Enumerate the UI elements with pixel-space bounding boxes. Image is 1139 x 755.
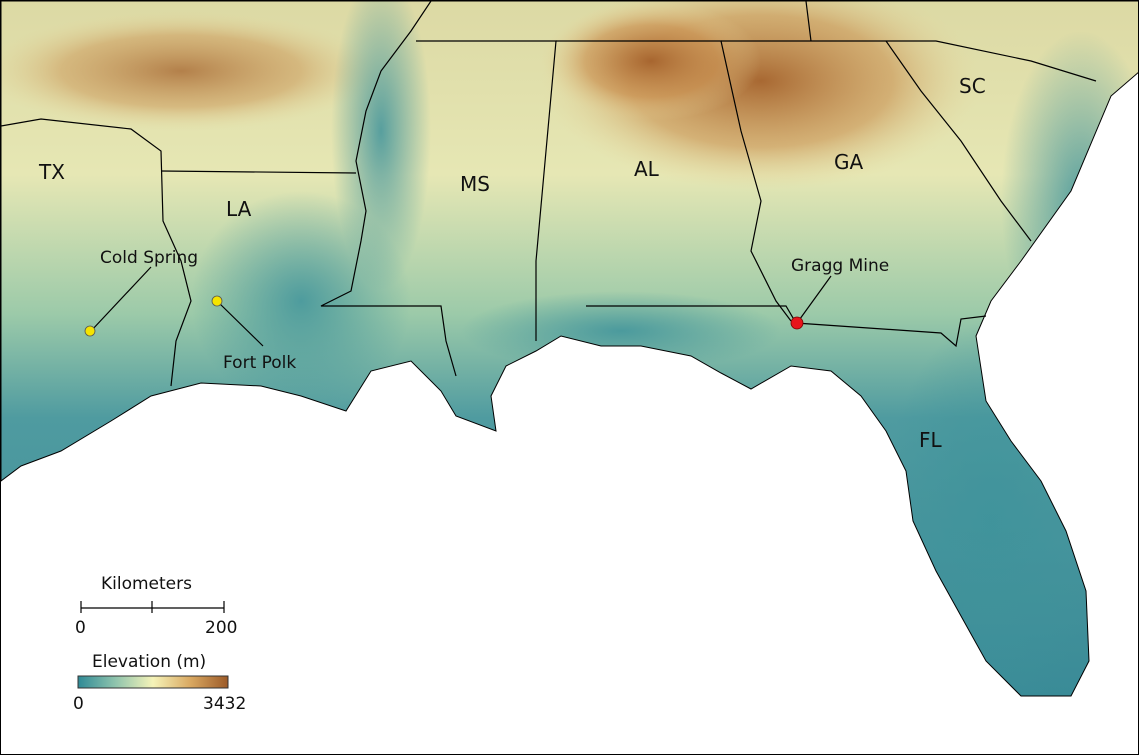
state-label-ms: MS <box>460 172 490 196</box>
state-label-la: LA <box>226 197 252 221</box>
elevation-legend-title: Elevation (m) <box>92 652 206 672</box>
gragg-mine-label: Gragg Mine <box>791 256 889 276</box>
state-label-al: AL <box>634 157 660 181</box>
fort-polk-marker[interactable] <box>211 295 223 307</box>
scale-bar-min: 0 <box>75 618 86 638</box>
elevation-color-ramp <box>77 675 229 689</box>
cold-spring-marker[interactable] <box>84 325 96 337</box>
scale-bar: Kilometers 0 200 <box>75 574 237 638</box>
state-label-fl: FL <box>919 428 943 452</box>
state-label-tx: TX <box>38 160 65 184</box>
state-label-ga: GA <box>834 150 863 174</box>
scale-bar-max: 200 <box>205 618 237 638</box>
elevation-legend-max: 3432 <box>203 694 246 714</box>
elevation-legend: Elevation (m) 0 3432 <box>73 652 246 714</box>
fort-polk-label: Fort Polk <box>223 353 296 373</box>
scale-bar-title: Kilometers <box>101 574 192 594</box>
state-labels: TX LA MS AL GA SC FL <box>38 74 986 452</box>
gragg-mine-marker[interactable] <box>790 316 804 330</box>
state-borders <box>1 1 1097 387</box>
site-markers: Cold Spring Fort Polk Gragg Mine <box>84 248 889 373</box>
state-label-sc: SC <box>959 74 986 98</box>
elevation-legend-min: 0 <box>73 694 84 714</box>
cold-spring-label: Cold Spring <box>100 248 198 268</box>
land <box>1 1 1138 697</box>
